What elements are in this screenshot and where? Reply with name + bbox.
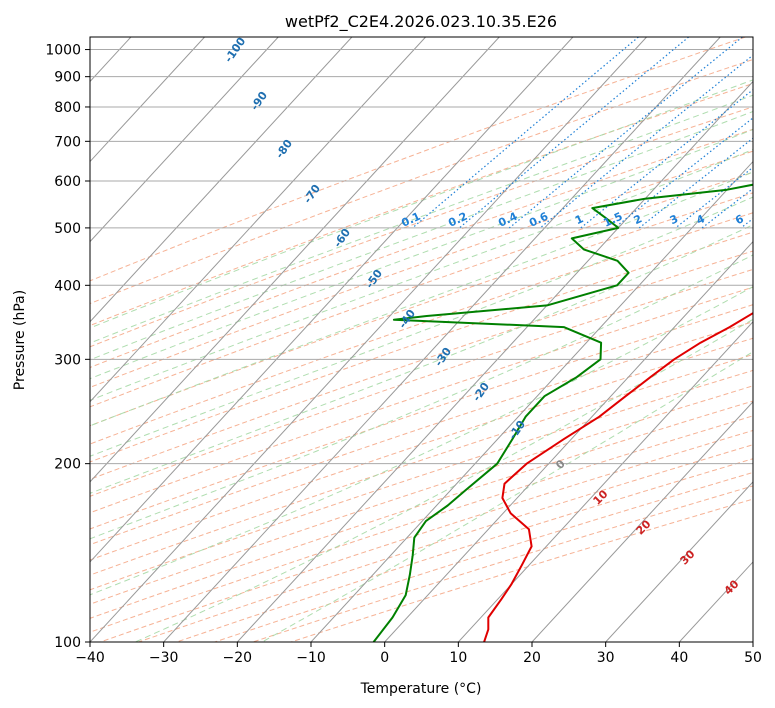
- x-tick-label: −10: [296, 650, 326, 666]
- x-tick-label: −20: [223, 650, 253, 666]
- y-tick-label: 1000: [45, 43, 81, 59]
- isotherm-line: [90, 37, 205, 163]
- mixing-ratio-line: [580, 88, 753, 229]
- y-tick-label: 200: [54, 457, 81, 473]
- x-tick-label: −30: [149, 650, 179, 666]
- y-tick-label: 800: [54, 100, 81, 116]
- y-tick-label: 600: [54, 174, 81, 190]
- y-tick-label: 300: [54, 352, 81, 368]
- isotherm-line: [90, 37, 647, 642]
- isotherm-line: [457, 320, 753, 642]
- isotherm-line: [0, 37, 57, 642]
- dry-adiabat-line: [90, 192, 753, 427]
- temperature-profile-line: [483, 311, 753, 642]
- dry-adiabat-line: [90, 250, 753, 480]
- dry-adiabat-line: [90, 150, 753, 388]
- moist-adiabat-line: [90, 224, 753, 494]
- isotherm-line: [605, 481, 753, 642]
- x-tick-label: 40: [670, 650, 688, 666]
- mixing-ratio-line: [539, 54, 753, 229]
- chart-title: wetPf2_C2E4.2026.023.10.35.E26: [285, 12, 557, 32]
- y-axis-label: Pressure (hPa): [12, 290, 28, 390]
- background-lines: [0, 37, 775, 642]
- dry-adiabat-line: [90, 304, 753, 530]
- isotherm-line: [90, 37, 500, 483]
- dry-adiabat-line: [90, 58, 753, 305]
- dry-adiabat-line: [90, 321, 753, 546]
- moist-adiabat-line: [90, 94, 753, 344]
- isotherm-line: [236, 80, 753, 642]
- mixing-ratio-line: [770, 37, 775, 228]
- isotherm-line: [752, 641, 753, 642]
- x-tick-label: 30: [597, 650, 615, 666]
- x-tick-label: 0: [380, 650, 389, 666]
- plot-frame: [89, 36, 754, 643]
- mixing-ratio-line: [508, 37, 743, 229]
- x-tick-label: 10: [449, 650, 467, 666]
- y-tick-label: 400: [54, 278, 81, 294]
- isotherm-line: [384, 240, 753, 642]
- isotherm-line: [310, 160, 753, 642]
- mixing-ratio-line: [459, 37, 689, 229]
- dry-adiabat-line: [90, 212, 753, 445]
- dry-adiabat-line: [90, 268, 753, 497]
- moist-adiabat-line: [90, 149, 753, 401]
- dewpoint-profile-line: [372, 183, 753, 642]
- isotherm-line: [90, 37, 574, 563]
- isotherm-line: [163, 37, 721, 642]
- y-tick-label: 500: [54, 221, 81, 237]
- isotherm-line: [531, 401, 753, 642]
- profile-lines: [372, 183, 753, 642]
- moist-adiabat-line: [90, 110, 753, 361]
- dry-adiabat-line: [90, 286, 753, 514]
- moist-adiabat-line: [90, 286, 753, 596]
- moist-adiabat-line: [90, 254, 753, 540]
- dry-adiabat-line: [90, 37, 746, 282]
- mixing-ratio-line: [675, 166, 753, 229]
- axes: −40 −30 −20 −10 0 10 20 30 40 50 100 200 300 400 500 60…: [45, 43, 762, 666]
- isotherm-line: [90, 37, 279, 243]
- dry-adiabat-line: [90, 231, 753, 463]
- mixing-ratio-line: [412, 37, 639, 229]
- isotherm-line: [90, 37, 426, 403]
- x-tick-label: 20: [523, 650, 541, 666]
- isotherm-line: [90, 37, 353, 323]
- x-tick-label: 50: [744, 650, 762, 666]
- x-axis-label: Temperature (°C): [360, 681, 482, 697]
- dry-adiabat-line: [90, 171, 753, 408]
- x-tick-label: −40: [75, 650, 105, 666]
- y-tick-label: 100: [54, 635, 81, 651]
- y-tick-label: 900: [54, 70, 81, 86]
- y-tick-label: 700: [54, 134, 81, 150]
